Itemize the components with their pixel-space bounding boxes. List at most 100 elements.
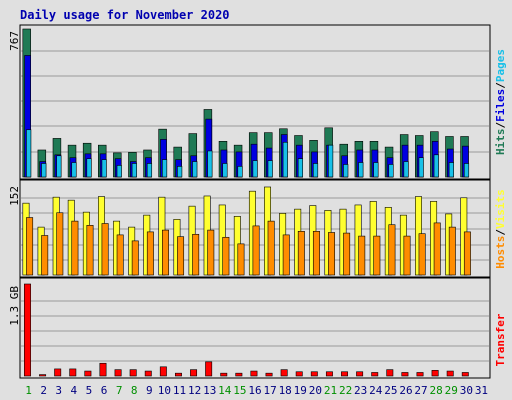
top-bar-pages xyxy=(433,154,439,178)
x-tick-label: 17 xyxy=(263,384,276,397)
middle-legend: Hosts/Visits xyxy=(494,189,507,269)
bottom-bar-transfer xyxy=(84,370,92,377)
top-bar-pages xyxy=(448,162,454,178)
middle-bar-hosts xyxy=(433,222,441,276)
x-tick-label: 23 xyxy=(354,384,367,397)
x-tick-label: 2 xyxy=(40,384,47,397)
middle-bar-hosts xyxy=(297,231,305,276)
bottom-bar-transfer xyxy=(69,368,77,377)
top-legend-part: Pages xyxy=(494,49,507,82)
bottom-bar-transfer xyxy=(114,369,122,377)
middle-legend-part: Hosts xyxy=(494,236,507,269)
x-tick-label: 18 xyxy=(279,384,292,397)
bottom-bar-transfer xyxy=(401,372,409,377)
middle-bar-hosts xyxy=(388,224,396,276)
x-tick-label: 24 xyxy=(369,384,383,397)
bottom-bar-transfer xyxy=(205,361,213,377)
middle-bar-hosts xyxy=(312,231,320,276)
top-bar-pages xyxy=(282,141,288,178)
bottom-bar-transfer xyxy=(190,369,198,377)
middle-bar-hosts xyxy=(343,232,351,276)
top-legend-part: Files xyxy=(494,89,507,122)
top-bar-pages xyxy=(207,150,213,178)
x-tick-label: 7 xyxy=(116,384,123,397)
middle-bar-hosts xyxy=(41,235,49,276)
bottom-bar-transfer xyxy=(371,372,379,377)
top-bar-pages xyxy=(86,158,92,178)
x-tick-label: 5 xyxy=(86,384,93,397)
bottom-bar-transfer xyxy=(250,370,258,377)
bottom-bar-transfer xyxy=(386,369,394,377)
middle-bar-hosts xyxy=(116,234,124,276)
bottom-bar-transfer xyxy=(144,370,152,377)
middle-bar-hosts xyxy=(26,217,34,276)
middle-bar-hosts xyxy=(192,233,200,276)
x-tick-label: 31 xyxy=(475,384,488,397)
top-bar-pages xyxy=(358,162,364,178)
middle-bar-hosts xyxy=(448,226,456,276)
bottom-bar-transfer xyxy=(99,362,107,377)
top-bar-pages xyxy=(388,164,394,178)
top-legend: Hits/Files/Pages xyxy=(494,49,507,155)
bottom-bar-transfer xyxy=(295,371,303,377)
middle-bar-hosts xyxy=(86,225,94,276)
x-tick-label: 29 xyxy=(445,384,458,397)
middle-bar-hosts xyxy=(463,231,471,276)
top-bar-pages xyxy=(418,157,424,178)
bottom-bar-transfer xyxy=(129,369,137,377)
x-tick-label: 21 xyxy=(324,384,337,397)
bottom-bar-transfer xyxy=(416,372,424,377)
x-tick-label: 4 xyxy=(71,384,78,397)
bottom-bar-transfer xyxy=(265,372,273,377)
top-legend-part: / xyxy=(494,122,507,129)
x-tick-label: 8 xyxy=(131,384,138,397)
chart-title: Daily usage for November 2020 xyxy=(20,8,230,22)
middle-bar-hosts xyxy=(207,229,215,276)
middle-bar-hosts xyxy=(237,243,245,276)
middle-bar-hosts xyxy=(222,236,230,276)
middle-bar-hosts xyxy=(131,240,139,276)
x-tick-label: 27 xyxy=(414,384,427,397)
top-bar-pages xyxy=(328,144,334,178)
middle-bar-hosts xyxy=(328,232,336,276)
bottom-legend: Transfer xyxy=(494,313,507,366)
bottom-bar-transfer xyxy=(235,372,243,377)
top-bar-pages xyxy=(56,155,62,178)
middle-bar-hosts xyxy=(252,225,260,276)
bottom-bar-transfer xyxy=(39,374,47,377)
x-tick-label: 14 xyxy=(218,384,232,397)
top-bar-pages xyxy=(131,163,137,178)
bottom-bar-transfer xyxy=(446,370,454,377)
top-bar-pages xyxy=(177,166,183,178)
middle-bar-hosts xyxy=(418,233,426,276)
top-bar-pages xyxy=(222,163,228,178)
middle-bar-hosts xyxy=(177,236,185,276)
bottom-bar-transfer xyxy=(310,371,318,377)
x-tick-label: 13 xyxy=(203,384,216,397)
bottom-bar-transfer xyxy=(461,372,469,377)
bottom-bar-transfer xyxy=(341,371,348,377)
middle-bar-hosts xyxy=(403,235,411,276)
x-tick-label: 6 xyxy=(101,384,108,397)
x-tick-label: 3 xyxy=(55,384,62,397)
x-tick-label: 16 xyxy=(248,384,261,397)
top-bar-pages xyxy=(146,163,153,178)
bottom-bar-transfer xyxy=(431,370,439,377)
middle-legend-part: Visits xyxy=(494,189,507,229)
top-bar-pages xyxy=(101,159,107,178)
bottom-bar-transfer xyxy=(325,371,333,377)
top-bar-pages xyxy=(71,162,77,178)
x-tick-label: 12 xyxy=(188,384,201,397)
top-bar-pages xyxy=(162,159,168,178)
middle-bar-hosts xyxy=(373,235,381,276)
bottom-bar-transfer xyxy=(280,369,288,377)
x-tick-label: 19 xyxy=(294,384,307,397)
top-bar-pages xyxy=(41,163,47,178)
top-bar-pages xyxy=(463,163,470,178)
middle-bar-hosts xyxy=(358,235,366,276)
middle-bar-hosts xyxy=(146,231,154,276)
middle-bar-hosts xyxy=(71,220,79,276)
top-bar-pages xyxy=(237,166,243,178)
